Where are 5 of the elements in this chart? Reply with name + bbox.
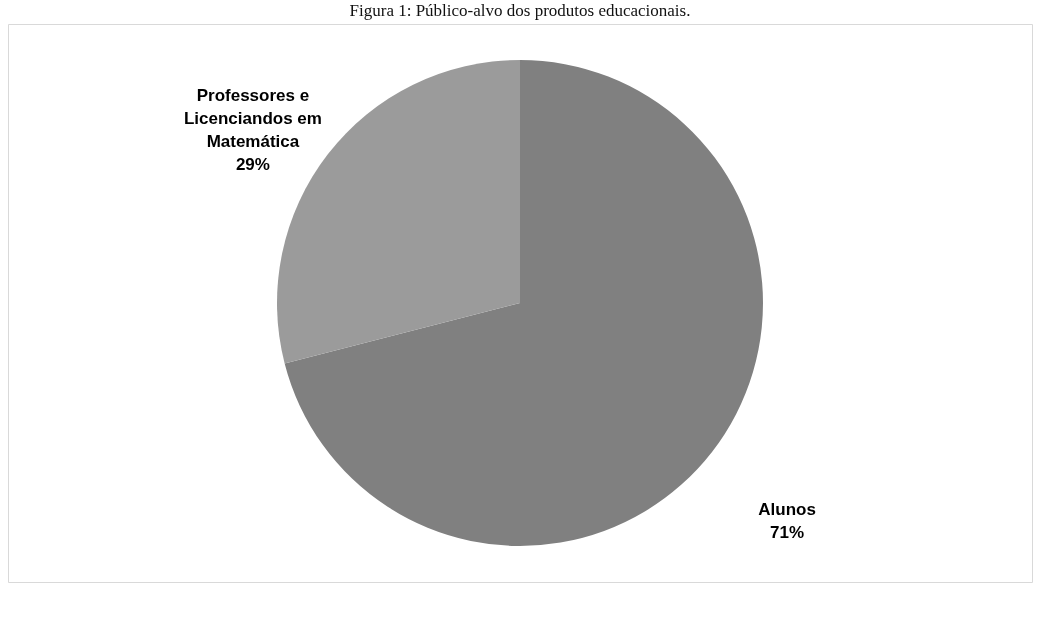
slice-label: Professores e Licenciandos em Matemática xyxy=(183,85,322,151)
data-label: 71% xyxy=(770,523,805,543)
data-label: 29% xyxy=(235,154,270,174)
slice-label: Alunos xyxy=(758,500,816,520)
chart-title: Figura 1: Público-alvo dos produtos educacionais. xyxy=(349,1,691,20)
